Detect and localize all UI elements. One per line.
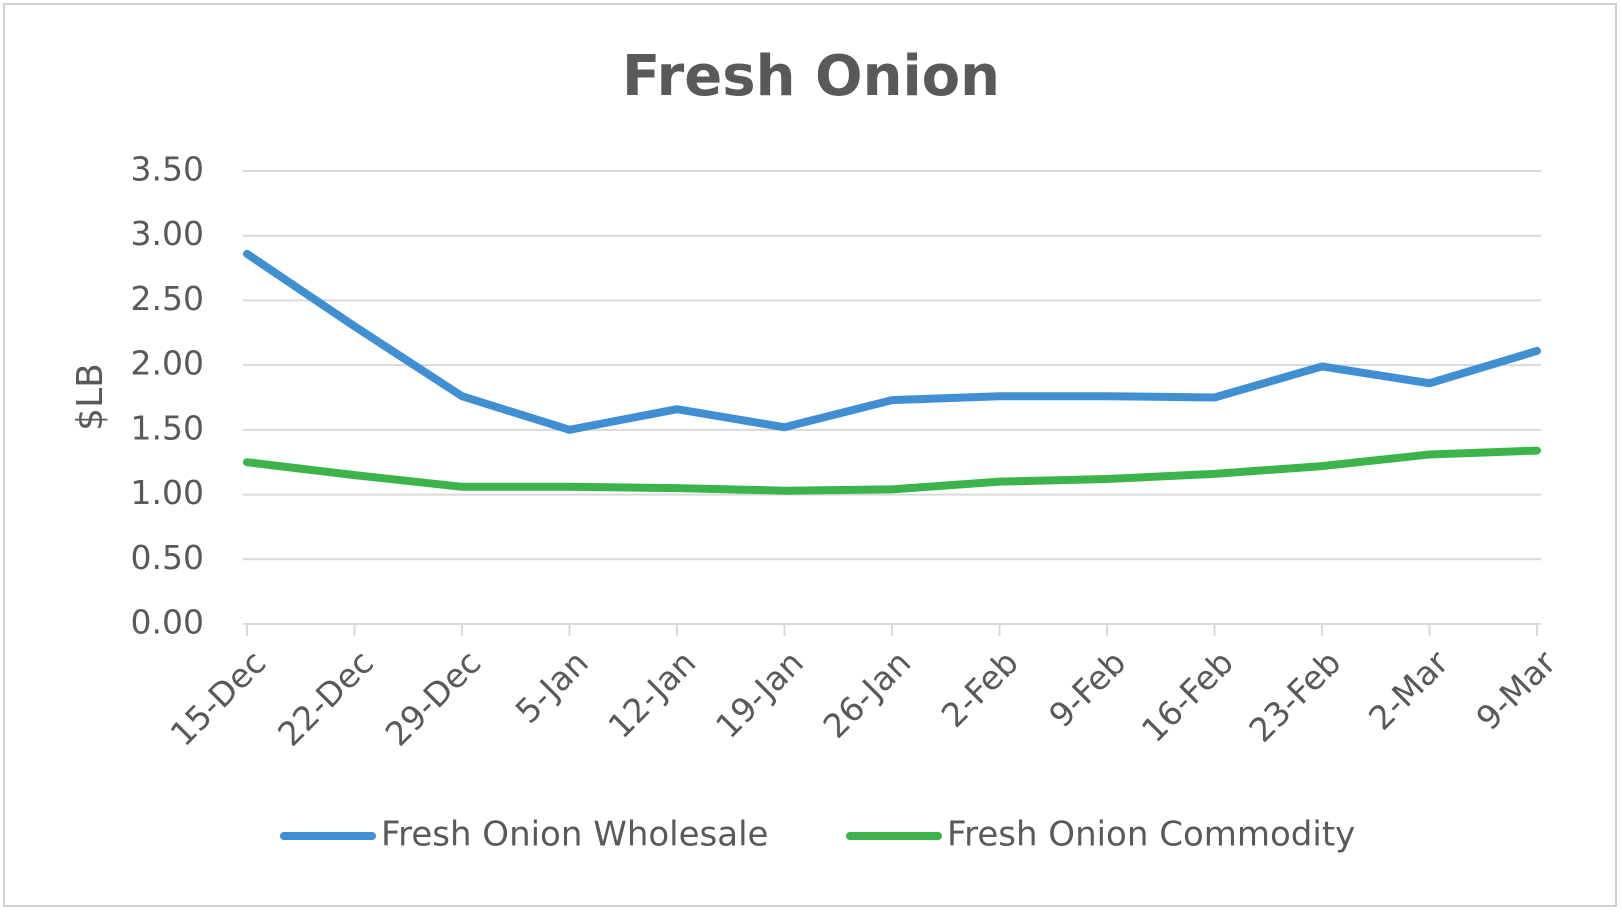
y-axis-label: $LB bbox=[70, 363, 111, 431]
y-tick-label: 0.00 bbox=[131, 603, 204, 642]
y-tick-label: 1.00 bbox=[131, 473, 204, 512]
chart-title: Fresh Onion bbox=[622, 44, 1000, 109]
chart-border bbox=[3, 3, 1617, 907]
y-tick-label: 2.50 bbox=[131, 279, 204, 318]
y-tick-label: 3.00 bbox=[131, 214, 204, 253]
y-tick-label: 3.50 bbox=[131, 150, 204, 189]
line-series bbox=[243, 446, 1541, 495]
line-series bbox=[243, 249, 1541, 434]
legend-label: Fresh Onion Wholesale bbox=[381, 815, 768, 855]
y-tick-label: 0.50 bbox=[131, 538, 204, 577]
legend-label: Fresh Onion Commodity bbox=[947, 815, 1355, 855]
y-tick-label: 2.00 bbox=[131, 344, 204, 383]
y-tick-label: 1.50 bbox=[131, 408, 204, 447]
